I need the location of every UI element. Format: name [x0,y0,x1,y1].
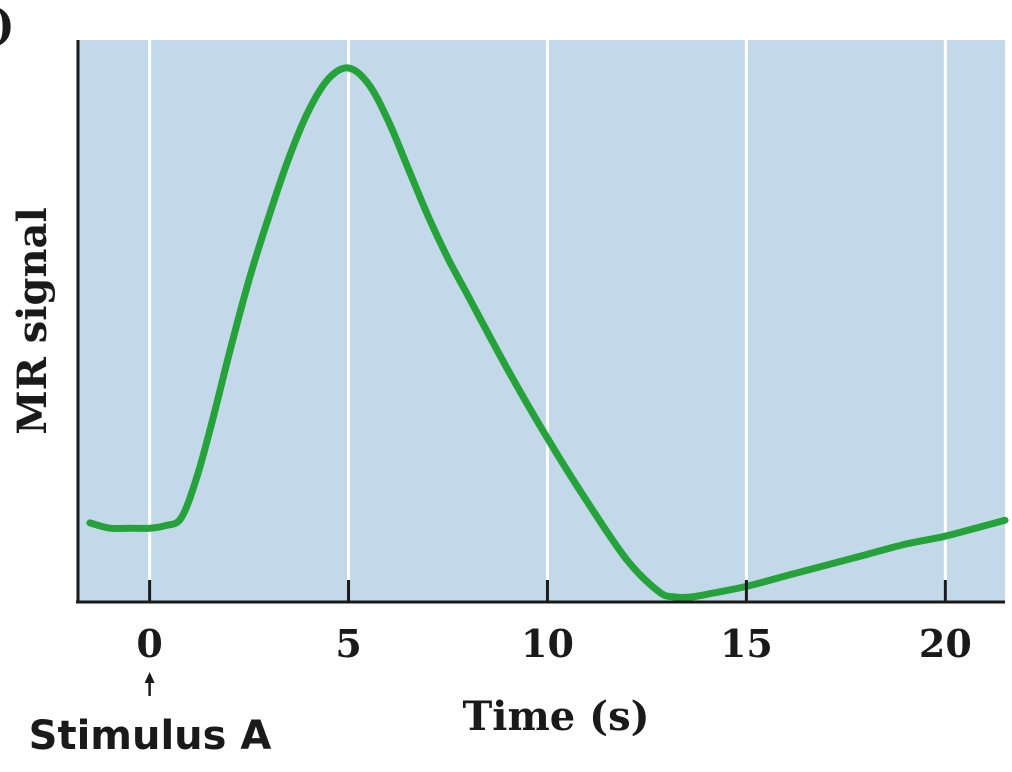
x-tick-label-20: 20 [919,621,972,666]
gridlines [148,40,947,602]
stimulus-arrow-head [144,672,155,683]
y-axis-label: MR signal [9,207,56,434]
x-tick-label-10: 10 [521,621,574,666]
stimulus-label: Stimulus A [29,713,272,759]
x-axis-label: Time (s) [462,693,649,740]
panel-label: ) [0,0,15,51]
plot-background [78,40,1005,602]
series-line-mr-signal [86,64,1009,602]
x-tick-labels: 0 5 10 15 20 [136,621,971,666]
x-tick-label-15: 15 [720,621,773,666]
x-tick-label-0: 0 [136,621,162,666]
x-tick-label-5: 5 [335,621,361,666]
x-ticks [148,580,947,602]
annotations: Stimulus A [29,672,272,759]
